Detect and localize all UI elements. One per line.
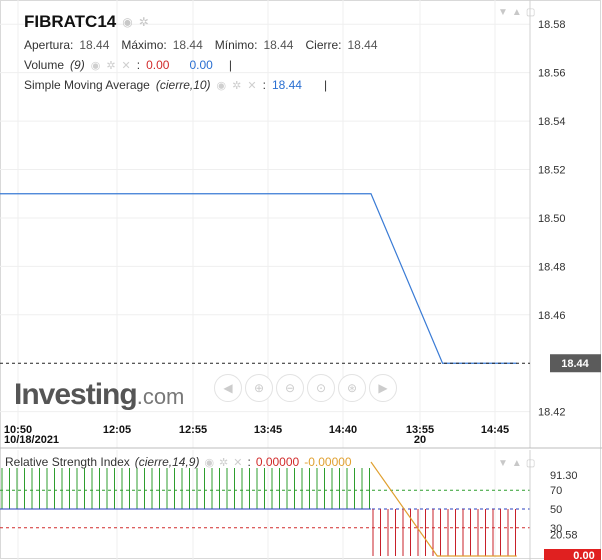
low-label: Mínimo: (214, 38, 258, 52)
time-tick-label: 10:50 (4, 424, 32, 436)
symbol-name: FIBRATC14 (24, 12, 117, 31)
price-tick-label: 18.52 (538, 165, 566, 177)
eye-icon[interactable]: ◉ (216, 79, 227, 92)
volume-row: Volume (9) ◉ ✲ ✕ : 0.00 0.00 | (24, 58, 378, 72)
chevron-down-icon[interactable]: ▼ (498, 7, 508, 18)
main-pane-controls[interactable]: ▼ ▲ ▢ (498, 7, 535, 18)
volume-params: (9) (70, 58, 85, 72)
scroll-left-icon[interactable]: ◀ (214, 374, 242, 402)
time-tick-label: 14:40 (329, 424, 357, 436)
investing-logo: Investing.com (14, 378, 185, 411)
eye-icon[interactable]: ◉ (90, 59, 101, 72)
cursor-marker: | (323, 78, 328, 92)
rsi-signal-line (370, 461, 517, 557)
price-series (0, 193, 530, 364)
rsi-tick-label: 50 (550, 504, 562, 516)
close-icon[interactable]: ✕ (233, 456, 243, 469)
chart-legend: FIBRATC14 ◉ ✲ Apertura: 18.44 Máximo: 18.4… (24, 12, 378, 92)
time-x-ticks: 10:50 12:05 12:55 13:45 14:40 13:55 14:45 10/18… (4, 424, 509, 446)
close-icon[interactable]: ✕ (247, 79, 257, 92)
close-icon[interactable]: ✕ (121, 59, 131, 72)
zoom-fit-icon[interactable]: ⊛ (338, 374, 366, 402)
gear-icon[interactable]: ✲ (232, 79, 242, 92)
date-tick-label: 20 (414, 434, 426, 446)
price-y-ticks: 18.58 18.56 18.54 18.52 18.50 18.48 18.46 18.42… (538, 19, 601, 419)
date-tick-label: 10/18/2021 (4, 434, 59, 446)
maximize-icon[interactable]: ▢ (525, 458, 536, 469)
rsi-legend: Relative Strength Index (cierre,14,9) ◉ … (5, 455, 352, 469)
eye-icon[interactable]: ◉ (122, 15, 133, 29)
scroll-right-icon[interactable]: ▶ (369, 374, 397, 402)
open-value: 18.44 (79, 38, 110, 52)
price-grid (0, 0, 530, 560)
rsi-tick-label: 30 (550, 523, 562, 535)
rsi-tick-label: 70 (550, 485, 562, 497)
volume-ma-value: 0.00 (189, 58, 213, 72)
sma-label: Simple Moving Average (24, 78, 150, 92)
chevron-down-icon[interactable]: ▼ (498, 458, 508, 469)
rsi-value-label: 0.00 (573, 550, 594, 560)
sma-value: 18.44 (271, 78, 302, 92)
rsi-value-badge (544, 549, 601, 560)
price-tick-label: 18.46 (538, 310, 566, 322)
maximize-icon[interactable]: ▢ (525, 7, 536, 18)
high-value: 18.44 (172, 38, 203, 52)
sma-row: Simple Moving Average (cierre,10) ◉ ✲ ✕ … (24, 78, 378, 92)
rsi-value: 0.00000 (255, 455, 300, 469)
price-tick-label: 18.56 (538, 68, 566, 80)
volume-separator: : (136, 58, 141, 72)
zoom-reset-icon[interactable]: ⊙ (307, 374, 335, 402)
volume-label: Volume (24, 58, 65, 72)
rsi-params: (cierre,14,9) (134, 455, 200, 469)
high-label: Máximo: (121, 38, 167, 52)
last-price-badge (550, 354, 601, 373)
close-label: Cierre: (305, 38, 342, 52)
close-value: 18.44 (347, 38, 378, 52)
cursor-marker: | (228, 58, 232, 72)
price-tick-label: 18.58 (538, 19, 566, 31)
sma-params: (cierre,10) (155, 78, 211, 92)
rsi-signal-value: -0.00000 (304, 455, 352, 469)
zoom-out-icon[interactable]: ⊖ (276, 374, 304, 402)
price-tick-label: 18.54 (538, 116, 566, 128)
open-label: Apertura: (24, 38, 74, 52)
time-tick-label: 12:05 (103, 424, 131, 436)
time-tick-label: 12:55 (179, 424, 207, 436)
gear-icon[interactable]: ✲ (219, 456, 229, 469)
chart-toolbar: ◀ ⊕ ⊖ ⊙ ⊛ ▶ (214, 374, 397, 402)
volume-value: 0.00 (146, 58, 170, 72)
last-price-label: 18.44 (561, 358, 589, 370)
rsi-tick-label: 91.30 (550, 470, 578, 482)
gear-icon[interactable]: ✲ (106, 59, 116, 72)
eye-icon[interactable]: ◉ (204, 456, 215, 469)
ohlc-row: Apertura: 18.44 Máximo: 18.44 Mínimo: 18.44… (24, 38, 378, 52)
rsi-tick-label: 20.58 (550, 530, 578, 542)
rsi-pane-controls[interactable]: ▼ ▲ ▢ (498, 458, 535, 469)
settings-icon[interactable]: ▲ (511, 458, 522, 469)
time-tick-label: 14:45 (481, 424, 509, 436)
time-tick-label: 13:55 (406, 424, 434, 436)
low-value: 18.44 (263, 38, 294, 52)
settings-icon[interactable]: ▲ (511, 7, 522, 18)
gear-icon[interactable]: ✲ (138, 15, 149, 29)
time-tick-label: 13:45 (254, 424, 282, 436)
price-tick-label: 18.42 (538, 407, 566, 419)
rsi-separator: : (247, 455, 251, 469)
price-line (0, 193, 517, 364)
zoom-in-icon[interactable]: ⊕ (245, 374, 273, 402)
price-tick-label: 18.50 (538, 213, 566, 225)
sma-separator: : (262, 78, 266, 92)
rsi-series (0, 461, 517, 557)
symbol-title: FIBRATC14 ◉ ✲ (24, 12, 378, 32)
rsi-label: Relative Strength Index (5, 455, 130, 469)
price-tick-label: 18.48 (538, 261, 566, 273)
